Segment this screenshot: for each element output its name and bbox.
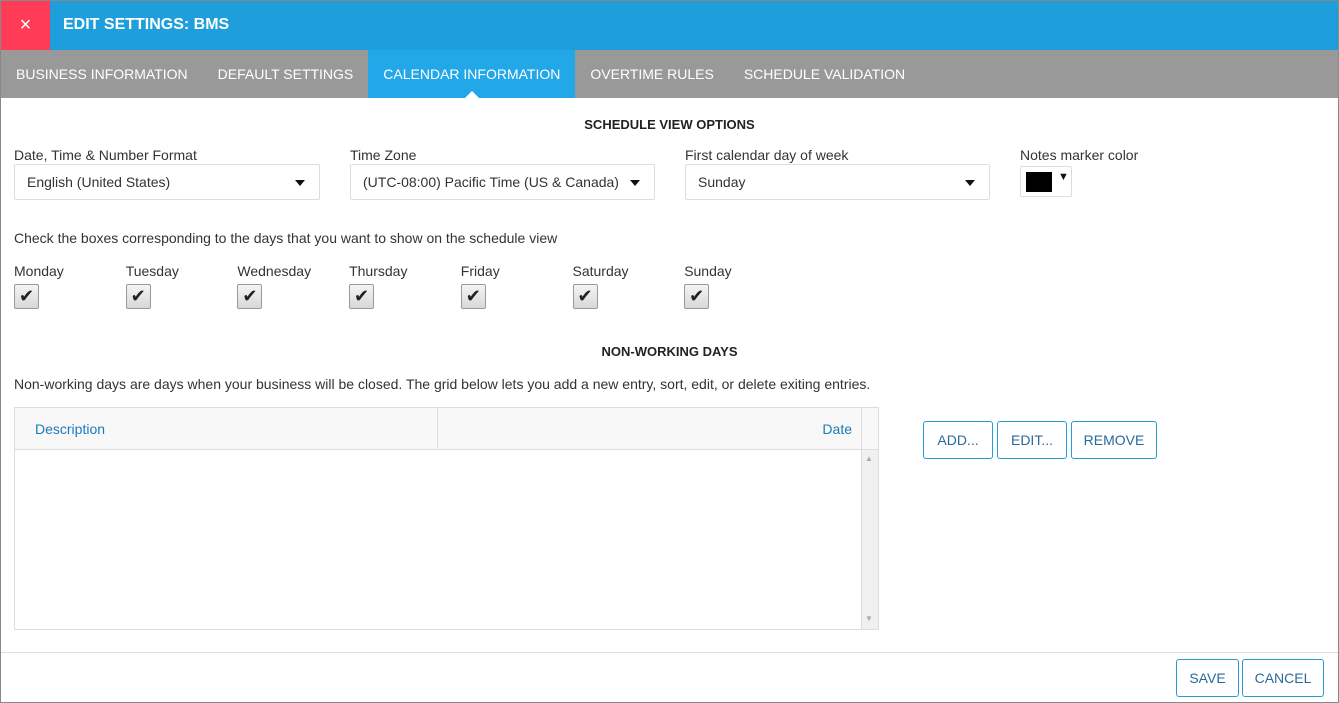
- day-monday: Monday ✔: [14, 263, 64, 309]
- non-working-days-heading: NON-WORKING DAYS: [601, 344, 738, 359]
- timezone-label: Time Zone: [350, 147, 417, 163]
- day-wednesday: Wednesday ✔: [237, 263, 312, 309]
- first-day-label: First calendar day of week: [685, 147, 849, 163]
- tab-business-information[interactable]: BUSINESS INFORMATION: [16, 66, 188, 82]
- day-checkbox[interactable]: ✔: [460, 284, 486, 309]
- non-working-description: Non-working days are days when your busi…: [14, 376, 871, 392]
- notes-color-label: Notes marker color: [1020, 147, 1139, 163]
- day-label: Monday: [14, 263, 64, 279]
- first-day-select[interactable]: Sunday: [685, 164, 990, 200]
- day-saturday: Saturday ✔: [572, 263, 629, 309]
- format-value: English (United States): [27, 174, 171, 190]
- footer-divider: [1, 652, 1338, 653]
- caret-down-icon: [295, 180, 305, 186]
- tab-overtime-rules[interactable]: OVERTIME RULES: [590, 66, 714, 82]
- remove-button[interactable]: REMOVE: [1071, 421, 1157, 459]
- column-header-description[interactable]: Description: [15, 408, 438, 450]
- caret-down-icon: [630, 180, 640, 186]
- day-sunday: Sunday ✔: [684, 263, 732, 309]
- day-label: Saturday: [572, 263, 629, 279]
- checkmark-icon: ✔: [577, 286, 593, 306]
- dialog-title: EDIT SETTINGS: BMS: [63, 16, 230, 33]
- caret-down-icon: [965, 180, 975, 186]
- close-icon: ×: [19, 14, 32, 36]
- add-button[interactable]: ADD...: [923, 421, 993, 459]
- day-label: Friday: [460, 263, 500, 279]
- format-label: Date, Time & Number Format: [14, 147, 197, 163]
- caret-down-icon: ▼: [1058, 171, 1069, 183]
- day-friday: Friday ✔: [460, 263, 500, 309]
- day-label: Sunday: [684, 263, 732, 279]
- dialog-header: × EDIT SETTINGS: BMS: [1, 1, 1338, 50]
- days-hint: Check the boxes corresponding to the day…: [14, 230, 558, 246]
- checkmark-icon: ✔: [130, 286, 146, 306]
- checkmark-icon: ✔: [354, 286, 370, 306]
- checkmark-icon: ✔: [689, 286, 705, 306]
- first-day-value: Sunday: [698, 174, 746, 190]
- column-header-date[interactable]: Date: [822, 421, 852, 437]
- tab-calendar-information[interactable]: CALENDAR INFORMATION: [368, 50, 576, 98]
- day-checkbox[interactable]: ✔: [14, 284, 39, 309]
- close-button[interactable]: ×: [1, 1, 50, 50]
- timezone-select[interactable]: (UTC-08:00) Pacific Time (US & Canada): [350, 164, 655, 200]
- notes-color-picker[interactable]: ▼: [1020, 166, 1072, 197]
- day-label: Wednesday: [237, 263, 312, 279]
- day-checkbox[interactable]: ✔: [684, 284, 710, 309]
- scroll-up-icon[interactable]: ▲: [865, 454, 873, 463]
- format-select[interactable]: English (United States): [14, 164, 320, 200]
- day-checkbox[interactable]: ✔: [349, 284, 375, 309]
- tab-schedule-validation[interactable]: SCHEDULE VALIDATION: [743, 66, 906, 82]
- day-label: Thursday: [349, 263, 408, 279]
- day-checkbox[interactable]: ✔: [125, 284, 151, 309]
- tab-default-settings[interactable]: DEFAULT SETTINGS: [217, 66, 354, 82]
- non-working-days-grid: Description Date ▲ ▼: [14, 407, 879, 630]
- day-label: Tuesday: [125, 263, 179, 279]
- day-checkbox[interactable]: ✔: [572, 284, 598, 309]
- day-checkbox[interactable]: ✔: [237, 284, 263, 309]
- checkmark-icon: ✔: [18, 286, 35, 306]
- cancel-button[interactable]: CANCEL: [1242, 659, 1324, 697]
- grid-header: Description Date: [15, 408, 861, 450]
- day-tuesday: Tuesday ✔: [125, 263, 179, 309]
- checkmark-icon: ✔: [242, 286, 258, 306]
- day-thursday: Thursday ✔: [349, 263, 408, 309]
- edit-button[interactable]: EDIT...: [997, 421, 1067, 459]
- save-button[interactable]: SAVE: [1176, 659, 1239, 697]
- timezone-value: (UTC-08:00) Pacific Time (US & Canada): [363, 174, 619, 190]
- grid-scrollbar[interactable]: ▲ ▼: [861, 408, 878, 629]
- scroll-down-icon[interactable]: ▼: [865, 614, 873, 623]
- color-swatch: [1026, 172, 1052, 192]
- tab-bar: BUSINESS INFORMATION DEFAULT SETTINGS CA…: [1, 50, 1338, 98]
- checkmark-icon: ✔: [465, 286, 481, 306]
- schedule-view-options-heading: SCHEDULE VIEW OPTIONS: [584, 117, 755, 132]
